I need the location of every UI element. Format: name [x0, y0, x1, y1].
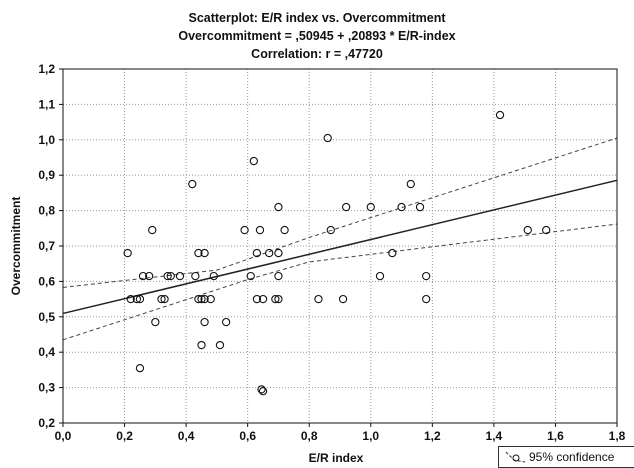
x-tick-label: 0,8	[301, 429, 318, 443]
data-point	[194, 248, 203, 258]
confidence-band-lower	[62, 223, 618, 341]
data-point	[523, 225, 532, 235]
data-point	[132, 294, 142, 304]
data-point	[200, 294, 209, 304]
confidence-band-icon	[505, 451, 526, 463]
data-point	[495, 110, 505, 120]
data-point	[422, 271, 431, 281]
data-point	[191, 271, 200, 281]
data-point	[415, 202, 425, 212]
data-point	[188, 179, 197, 189]
y-tick-label: 1,1	[38, 97, 55, 111]
x-tick-label: 1,8	[609, 429, 626, 443]
plot-frame	[62, 68, 618, 424]
x-tick-label: 0,0	[55, 429, 72, 443]
data-point	[252, 294, 262, 304]
data-point	[200, 317, 209, 327]
data-point	[163, 271, 172, 281]
data-point	[206, 294, 215, 304]
chart-title: Scatterplot: E/R index vs. Overcommitmen…	[188, 11, 446, 25]
data-point	[422, 294, 431, 304]
data-point	[274, 271, 283, 281]
data-point	[135, 363, 145, 373]
y-tick-label: 0,2	[38, 416, 55, 430]
data-point	[135, 294, 145, 304]
data-point	[342, 202, 351, 212]
x-tick-label: 1,4	[486, 429, 503, 443]
data-point	[160, 294, 169, 304]
regression-line	[62, 179, 618, 315]
data-point	[406, 179, 415, 189]
data-point	[542, 225, 551, 235]
data-point	[388, 248, 397, 258]
data-point	[397, 202, 406, 212]
data-point	[366, 202, 375, 212]
data-point	[280, 225, 289, 235]
y-tick-label: 0,3	[38, 381, 55, 395]
y-tick-label: 0,6	[38, 274, 55, 288]
data-point	[148, 225, 157, 235]
data-point	[255, 225, 265, 235]
data-point	[175, 271, 185, 281]
data-point	[271, 294, 280, 304]
data-point	[145, 271, 154, 281]
legend-box: 95% confidence	[498, 446, 634, 468]
data-point	[314, 294, 323, 304]
data-point	[240, 225, 249, 235]
x-tick-label: 1,6	[547, 429, 564, 443]
x-tick-label: 1,0	[362, 429, 379, 443]
chart-regression-equation: Overcommitment = ,50945 + ,20893 * E/R-i…	[178, 29, 456, 43]
y-tick-label: 1,0	[38, 133, 55, 147]
y-tick-label: 0,5	[38, 310, 55, 324]
data-point	[274, 294, 283, 304]
data-point	[166, 271, 175, 281]
data-point	[197, 294, 206, 304]
data-point	[274, 202, 283, 212]
data-point	[194, 294, 203, 304]
y-tick-label: 0,7	[38, 239, 55, 253]
data-point	[197, 340, 206, 350]
y-tick-label: 0,4	[38, 345, 55, 359]
data-point	[215, 340, 225, 350]
data-point	[151, 317, 160, 327]
data-point	[258, 386, 268, 396]
x-tick-label: 0,4	[178, 429, 195, 443]
data-point	[246, 271, 255, 281]
data-point	[200, 248, 209, 258]
data-point	[123, 248, 132, 258]
y-tick-label: 1,2	[38, 62, 55, 76]
data-point	[257, 385, 266, 394]
legend-label: 95% confidence	[529, 450, 615, 464]
x-tick-label: 1,2	[424, 429, 441, 443]
data-point	[138, 271, 148, 281]
data-point	[375, 271, 385, 281]
y-tick-label: 0,9	[38, 168, 55, 182]
data-point	[221, 317, 231, 327]
data-point	[126, 294, 135, 304]
data-point	[338, 294, 348, 304]
data-point	[323, 133, 332, 143]
data-point	[258, 294, 268, 304]
x-axis-label: E/R index	[309, 451, 364, 465]
x-tick-label: 0,6	[239, 429, 256, 443]
data-point	[252, 248, 262, 258]
data-point	[265, 248, 274, 258]
y-tick-label: 0,8	[38, 204, 55, 218]
y-axis-label: Overcommitment	[9, 197, 23, 296]
data-point	[249, 156, 258, 166]
data-point	[157, 294, 166, 304]
data-point	[209, 271, 218, 281]
chart-correlation: Correlation: r = ,47720	[251, 47, 383, 61]
data-point	[274, 248, 283, 258]
x-tick-label: 0,2	[116, 429, 133, 443]
data-point	[326, 225, 335, 235]
